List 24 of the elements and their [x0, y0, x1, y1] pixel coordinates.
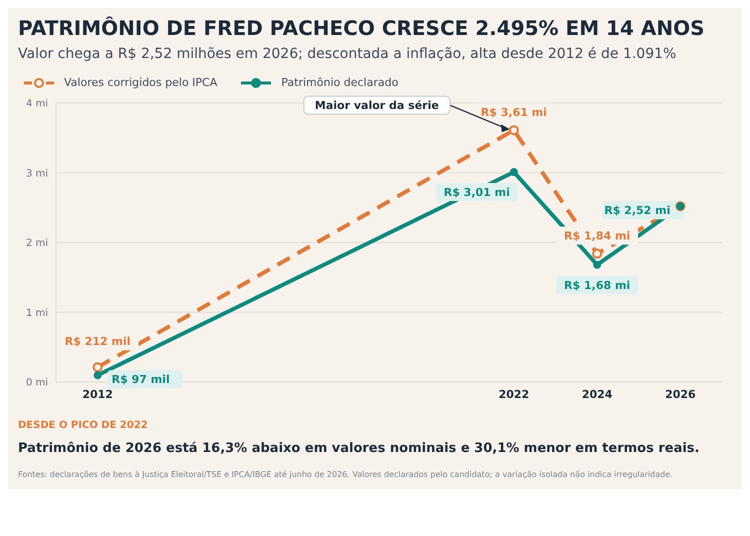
y-tick-label: 4 mi — [26, 98, 48, 110]
text: DESDE O PICO DE 2022 — [18, 420, 149, 431]
y-tick-label: 2 mi — [26, 238, 48, 250]
data-label: R$ 1,68 mi — [564, 278, 630, 292]
x-tick-label: 2012 — [82, 388, 113, 401]
annotation: Maior valor da série — [314, 99, 439, 112]
legend-label: Patrimônio declarado — [280, 76, 398, 89]
legend-label: Valores corrigidos pelo IPCA — [63, 76, 218, 89]
data-label: R$ 3,61 mi — [480, 106, 547, 120]
text: Fontes: declarações de bens à Justiça Eleitoral/TSE e IPCA/IBGE até junho de 2026. Valores declarados pelo candidato; a variação isolada não indica irregularidade. — [18, 470, 674, 479]
text: Patrimônio de 2026 está 16,3% abaixo em valores nominais e 30,1% menor em termos reais. — [18, 441, 700, 456]
x-tick-label: 2026 — [665, 388, 696, 401]
data-label: R$ 2,52 mi — [604, 204, 670, 218]
data-label: R$ 1,84 mi — [564, 230, 630, 243]
y-tick-label: 0 mi — [26, 378, 48, 389]
data-label: R$ 97 mil — [112, 373, 170, 386]
y-tick-label: 1 mi — [26, 308, 48, 319]
x-tick-label: 2022 — [498, 388, 530, 401]
data-label: R$ 212 mil — [64, 335, 130, 348]
y-tick-label: 3 mi — [26, 168, 48, 180]
data-label: R$ 3,01 mi — [444, 186, 510, 200]
chart-subtitle: Valor chega a R$ 2,52 milhões em 2026; descontada a inflação, alta desde 2012 é de 1.091% — [17, 45, 678, 62]
chart-title: PATRIMÔNIO DE FRED PACHECO CRESCE 2.495% EM 14 ANOS — [17, 15, 706, 40]
x-tick-label: 2024 — [582, 388, 613, 401]
